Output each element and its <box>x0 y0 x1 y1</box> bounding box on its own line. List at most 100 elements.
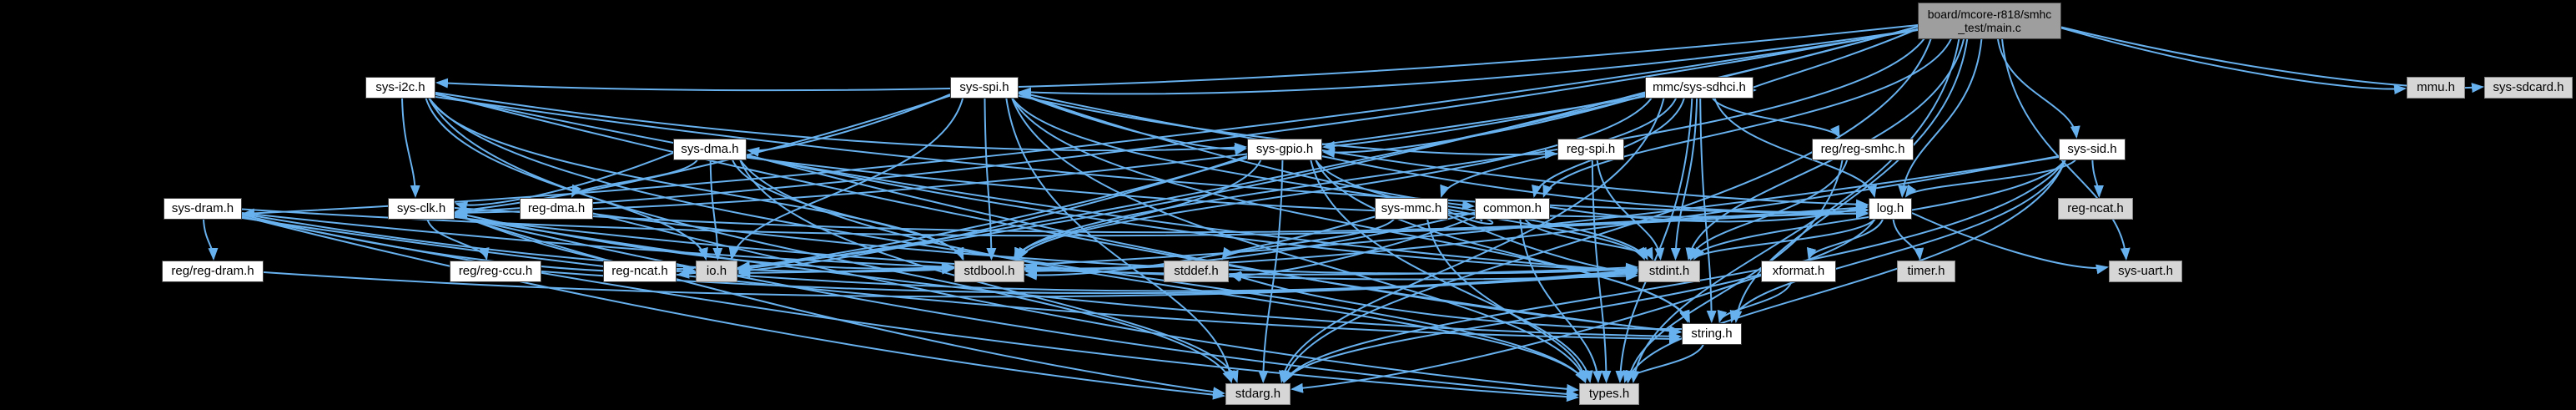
include-edge <box>1024 211 1476 273</box>
graph-node-mmu-h: mmu.h <box>2407 77 2465 99</box>
include-edge <box>1996 38 2080 139</box>
include-edge <box>1014 159 1262 261</box>
include-edge <box>1524 218 1653 261</box>
include-edge <box>1315 159 1689 323</box>
include-edge <box>739 159 1586 383</box>
include-edge <box>1310 159 1593 383</box>
include-edge <box>435 96 1869 219</box>
include-edge <box>747 93 951 157</box>
graph-node-stdarg-h: stdarg.h <box>1225 383 1291 405</box>
graph-node-reg-ncat-h[interactable]: reg-ncat.h <box>603 261 677 282</box>
include-edge <box>241 217 1682 344</box>
include-edge <box>401 97 420 198</box>
graph-node-sys-uart-h: sys-uart.h <box>2109 261 2182 282</box>
include-edge <box>1629 38 1960 383</box>
include-edge <box>1911 212 2109 275</box>
include-edge <box>435 24 1919 92</box>
graph-node-sys-dma-h[interactable]: sys-dma.h <box>673 139 747 160</box>
include-edge <box>1626 159 2066 383</box>
include-edge <box>1806 218 1884 261</box>
include-edge <box>1011 97 1587 383</box>
include-edge <box>1426 218 1589 383</box>
include-edge <box>1291 275 1762 393</box>
include-edge <box>737 156 2060 278</box>
graph-node-stddef-h: stddef.h <box>1164 261 1229 282</box>
graph-node-sys-clk-h[interactable]: sys-clk.h <box>388 198 455 220</box>
include-edge <box>1221 218 1396 261</box>
include-edge <box>202 218 219 261</box>
graph-node-sys-gpio-h[interactable]: sys-gpio.h <box>1247 139 1322 160</box>
graph-node-sys-i2c-h[interactable]: sys-i2c.h <box>365 77 435 99</box>
include-edge <box>1542 38 1953 198</box>
include-edge <box>592 213 1638 275</box>
include-edge <box>435 91 1247 153</box>
include-edge <box>1717 281 1793 323</box>
graph-node-reg-reg-dram-h[interactable]: reg/reg-dram.h <box>162 261 264 282</box>
graph-node-stdbool-h: stdbool.h <box>954 261 1024 282</box>
include-edge <box>455 95 1646 218</box>
include-edge <box>1013 38 1925 261</box>
graph-node-timer-h: timer.h <box>1897 261 1955 282</box>
graph-node-log-h[interactable]: log.h <box>1869 198 1912 220</box>
include-edge <box>1670 97 1698 261</box>
include-edge <box>739 159 1239 383</box>
graph-node-reg-reg-ccu-h[interactable]: reg/reg-ccu.h <box>450 261 541 282</box>
include-edge <box>1711 97 1840 139</box>
graph-node-common-h[interactable]: common.h <box>1475 198 1550 220</box>
include-edge <box>1018 91 1869 210</box>
include-edge <box>728 97 964 261</box>
include-edge <box>454 215 1682 342</box>
include-edge <box>428 97 1232 383</box>
graph-node-xformat-h[interactable]: xformat.h <box>1761 261 1836 282</box>
include-edge <box>241 216 1579 402</box>
graph-node-types-h: types.h <box>1579 383 1639 405</box>
graph-node-sys-mmc-h[interactable]: sys-mmc.h <box>1375 198 1448 220</box>
graph-node-reg-spi-h[interactable]: reg-spi.h <box>1557 139 1624 160</box>
include-edge <box>241 215 1225 400</box>
graph-node-string-h[interactable]: string.h <box>1682 323 1742 345</box>
include-edge <box>1519 218 1602 383</box>
graph-node-sys-sdcard-h: sys-sdcard.h <box>2484 77 2573 99</box>
include-edge <box>1019 28 1919 98</box>
include-edge <box>454 214 1225 397</box>
include-edge <box>1549 204 1869 223</box>
graph-node-reg-dma-h[interactable]: reg-dma.h <box>520 198 593 220</box>
include-edge <box>592 212 1579 394</box>
include-edge <box>455 94 951 215</box>
include-edge <box>1743 28 1919 96</box>
include-edge <box>737 91 1646 271</box>
include-edge <box>455 28 1919 217</box>
include-edge <box>737 26 1919 274</box>
include-edge <box>1732 38 1969 323</box>
include-edge <box>1591 159 1612 383</box>
include-edge <box>571 159 699 198</box>
include-edge <box>1284 159 2066 383</box>
graph-node-sys-dram-h[interactable]: sys-dram.h <box>164 198 242 220</box>
graph-node-sys-sid-h[interactable]: sys-sid.h <box>2059 139 2126 160</box>
include-edge <box>1904 159 2077 198</box>
include-edge <box>1229 216 1476 281</box>
graph-node-stdint-h: stdint.h <box>1638 261 1700 282</box>
include-edge <box>454 215 1579 399</box>
graph-node-mmc-sys-sdhci-h[interactable]: mmc/sys-sdhci.h <box>1645 77 1753 99</box>
include-edge <box>1892 218 1924 261</box>
include-edge <box>454 216 1638 281</box>
graph-node-main-c: board/mcore-r818/smhc _test/main.c <box>1918 3 2061 39</box>
include-edge <box>435 94 1638 276</box>
include-edge <box>1258 159 1284 383</box>
include-edge <box>984 97 997 261</box>
include-edge <box>1898 38 1983 198</box>
graph-node-reg-ncat-h-2: reg-ncat.h <box>2058 198 2133 220</box>
graph-node-reg-reg-smhc-h[interactable]: reg/reg-smhc.h <box>1812 139 1914 160</box>
include-edge <box>455 152 674 212</box>
include-edge <box>737 155 1248 276</box>
include-edge <box>1624 159 1844 383</box>
include-edge <box>1729 159 2066 323</box>
include-edge <box>1229 272 1683 331</box>
include-edge <box>746 156 1869 219</box>
include-edge <box>1322 94 1646 159</box>
include-edge <box>1284 218 1876 383</box>
graph-node-sys-spi-h[interactable]: sys-spi.h <box>950 77 1019 99</box>
